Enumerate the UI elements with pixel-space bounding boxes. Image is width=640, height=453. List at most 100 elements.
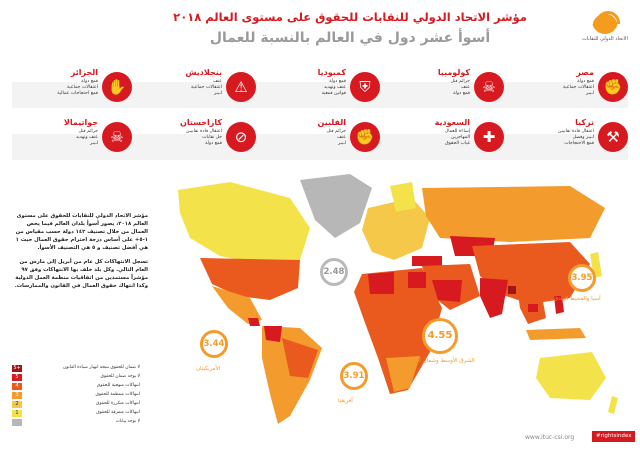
legend-text: انتهاكات متفرقة للحقوق <box>96 410 140 415</box>
legend-rating: 1 <box>15 410 19 416</box>
saudi-shape <box>432 280 462 302</box>
region-label-africa: أفريقيا <box>338 398 353 404</box>
broken-chain-icon: ✊ <box>598 72 628 102</box>
legend-text: لا يوجد ضمان للحقوق <box>100 374 140 379</box>
ituc-logo-icon <box>592 8 620 34</box>
description-paragraph: مؤشر الاتحاد الدولي للنقابات للحقوق على … <box>15 213 148 251</box>
gavel-icon: ⚒ <box>598 122 628 152</box>
region-score-europe: 2.48 <box>320 258 348 286</box>
violation-line: لـيبز <box>337 141 346 146</box>
legend-row: 5 لا يوجد ضمان للحقوق <box>12 373 152 382</box>
violation-line: قوانين قمعية <box>321 91 346 96</box>
legend-rating: 5+ <box>13 365 21 371</box>
australia-shape <box>536 352 606 400</box>
violation-line: اعتقالات جماعية <box>562 85 594 90</box>
country-card-cambodia: ⛨ كمبوديا قمع دولة عنف وتهديد قوانين قمع… <box>260 66 380 112</box>
southern-africa-shape <box>386 356 420 392</box>
violation-line: جرائم قتل <box>78 129 98 134</box>
legend-row: 2 انتهاكات متكررة للحقوق <box>12 400 152 409</box>
country-card-philippines: ✊ الفلبين جرائم قتل عنف لـيبز <box>260 116 380 162</box>
violation-line: اعتقال قادة نقابيين <box>558 129 594 134</box>
greenland-shape <box>300 174 372 238</box>
violation-line: قمع دولة <box>205 141 222 146</box>
country-name: كولومبيا <box>437 68 470 77</box>
legend-swatch <box>12 374 22 381</box>
violation-line: جرائم قتل <box>326 129 346 134</box>
violation-line: قمع دولة <box>329 79 346 84</box>
fist-raised-icon: ✊ <box>350 122 380 152</box>
violation-line: جرائم قتل <box>450 79 470 84</box>
legend-text: لا توجد بيانات <box>115 419 140 424</box>
violation-line: غياب الحقوق <box>445 141 470 146</box>
violation-line: قمع الاحتجاجات <box>564 141 594 146</box>
skull-icon: ☠ <box>102 122 132 152</box>
violation-line: عنف وتهديد <box>75 135 98 140</box>
violation-line: عنف <box>213 79 222 84</box>
world-map <box>150 168 625 428</box>
violation-line: إساءة للعمال <box>444 129 470 134</box>
country-name: الجزائر <box>70 68 98 77</box>
violation-line: عنف <box>337 135 346 140</box>
indonesia-shape <box>526 328 586 340</box>
legend-rating: 4 <box>15 383 19 389</box>
region-label-americas: الأمريكيتان <box>196 366 221 372</box>
country-name: تركيا <box>575 118 594 127</box>
fist-icon: ✋ <box>102 72 132 102</box>
cambodia-shape <box>528 304 538 312</box>
legend-text: لا ضمان للحقوق نتيجة انهيار سيادة القانو… <box>63 365 140 370</box>
violation-line: قمع احتجاجات عمالية <box>57 91 98 96</box>
country-name: الفلبين <box>317 118 347 127</box>
legend-swatch <box>12 383 22 390</box>
region-score-mena: 4.55 <box>422 318 458 354</box>
baton-icon: ⚠ <box>226 72 256 102</box>
violation-line: لـيبز وفصل <box>572 135 594 140</box>
violation-line: لـيبز <box>89 141 98 146</box>
region-label-mena: الشرق الأوسط وشمال أفريقيا <box>406 358 475 364</box>
country-name: بنجلاديش <box>185 68 222 77</box>
legend-row: 5+ لا ضمان للحقوق نتيجة انهيار سيادة الق… <box>12 364 152 373</box>
russia-shape <box>422 186 605 242</box>
europe-shape <box>362 198 430 260</box>
country-name: كمبوديا <box>317 68 346 77</box>
egypt-shape <box>408 272 426 288</box>
canada-shape <box>178 182 310 264</box>
violation-line: عنف <box>461 85 470 90</box>
usa-shape <box>200 258 300 300</box>
country-card-guatemala: ☠ جواتيمالا جرائم قتل عنف وتهديد لـيبز <box>12 116 132 162</box>
country-card-turkey: ⚒ تركيا اعتقال قادة نقابيين لـيبز وفصل ق… <box>508 116 628 162</box>
bangladesh-shape <box>508 286 516 294</box>
philippines-shape <box>554 296 564 314</box>
country-name: مصر <box>576 68 594 77</box>
legend-row: لا توجد بيانات <box>12 418 152 427</box>
legend-text: انتهاكات منتظمة للحقوق <box>95 392 141 397</box>
footer-url[interactable]: www.ituc-csi.org <box>525 434 575 441</box>
shield-icon: ⛨ <box>350 72 380 102</box>
country-card-saudi-arabia: ✚ السعودية إساءة للعمال المهاجرين غياب ا… <box>384 116 504 162</box>
violation-line: اعتقالات جماعية <box>190 85 222 90</box>
legend-row: 3 انتهاكات منتظمة للحقوق <box>12 391 152 400</box>
violation-line: قمع دولة <box>577 79 594 84</box>
logo-text: الاتحاد الدولي للنقابات <box>582 36 628 42</box>
legend-swatch <box>12 365 22 372</box>
page-subtitle: أسوأ عشر دول في العالم بالنسبة للعمال <box>209 30 491 46</box>
india-shape <box>480 278 508 318</box>
region-label-asia-pacific: آسيا والمحيط الهادئ <box>554 296 601 302</box>
skull-icon: ☠ <box>474 72 504 102</box>
worst-countries-grid: ✊ مصر قمع دولة اعتقالات جماعية لـيبز ☠ ك… <box>12 64 628 164</box>
footer-hashtag[interactable]: #rightsindex <box>592 431 636 442</box>
central-america-shape <box>212 286 262 324</box>
new-zealand-shape <box>608 396 618 414</box>
violation-line: عنف وتهديد <box>323 85 346 90</box>
violation-line: لـيبز <box>213 91 222 96</box>
country-card-kazakhstan: ⊘ كازاخستان اعتقال قادة نقابيين حل نقابا… <box>136 116 256 162</box>
country-card-bangladesh: ⚠ بنجلاديش عنف اعتقالات جماعية لـيبز <box>136 66 256 112</box>
violation-line: لـيبز <box>585 91 594 96</box>
region-score-africa: 3.91 <box>340 362 368 390</box>
guatemala-shape <box>248 318 260 326</box>
rating-legend: 5+ لا ضمان للحقوق نتيجة انهيار سيادة الق… <box>12 364 152 427</box>
colombia-shape <box>264 326 282 342</box>
country-name: جواتيمالا <box>63 118 98 127</box>
country-card-egypt: ✊ مصر قمع دولة اعتقالات جماعية لـيبز <box>508 66 628 112</box>
legend-swatch <box>12 419 22 426</box>
